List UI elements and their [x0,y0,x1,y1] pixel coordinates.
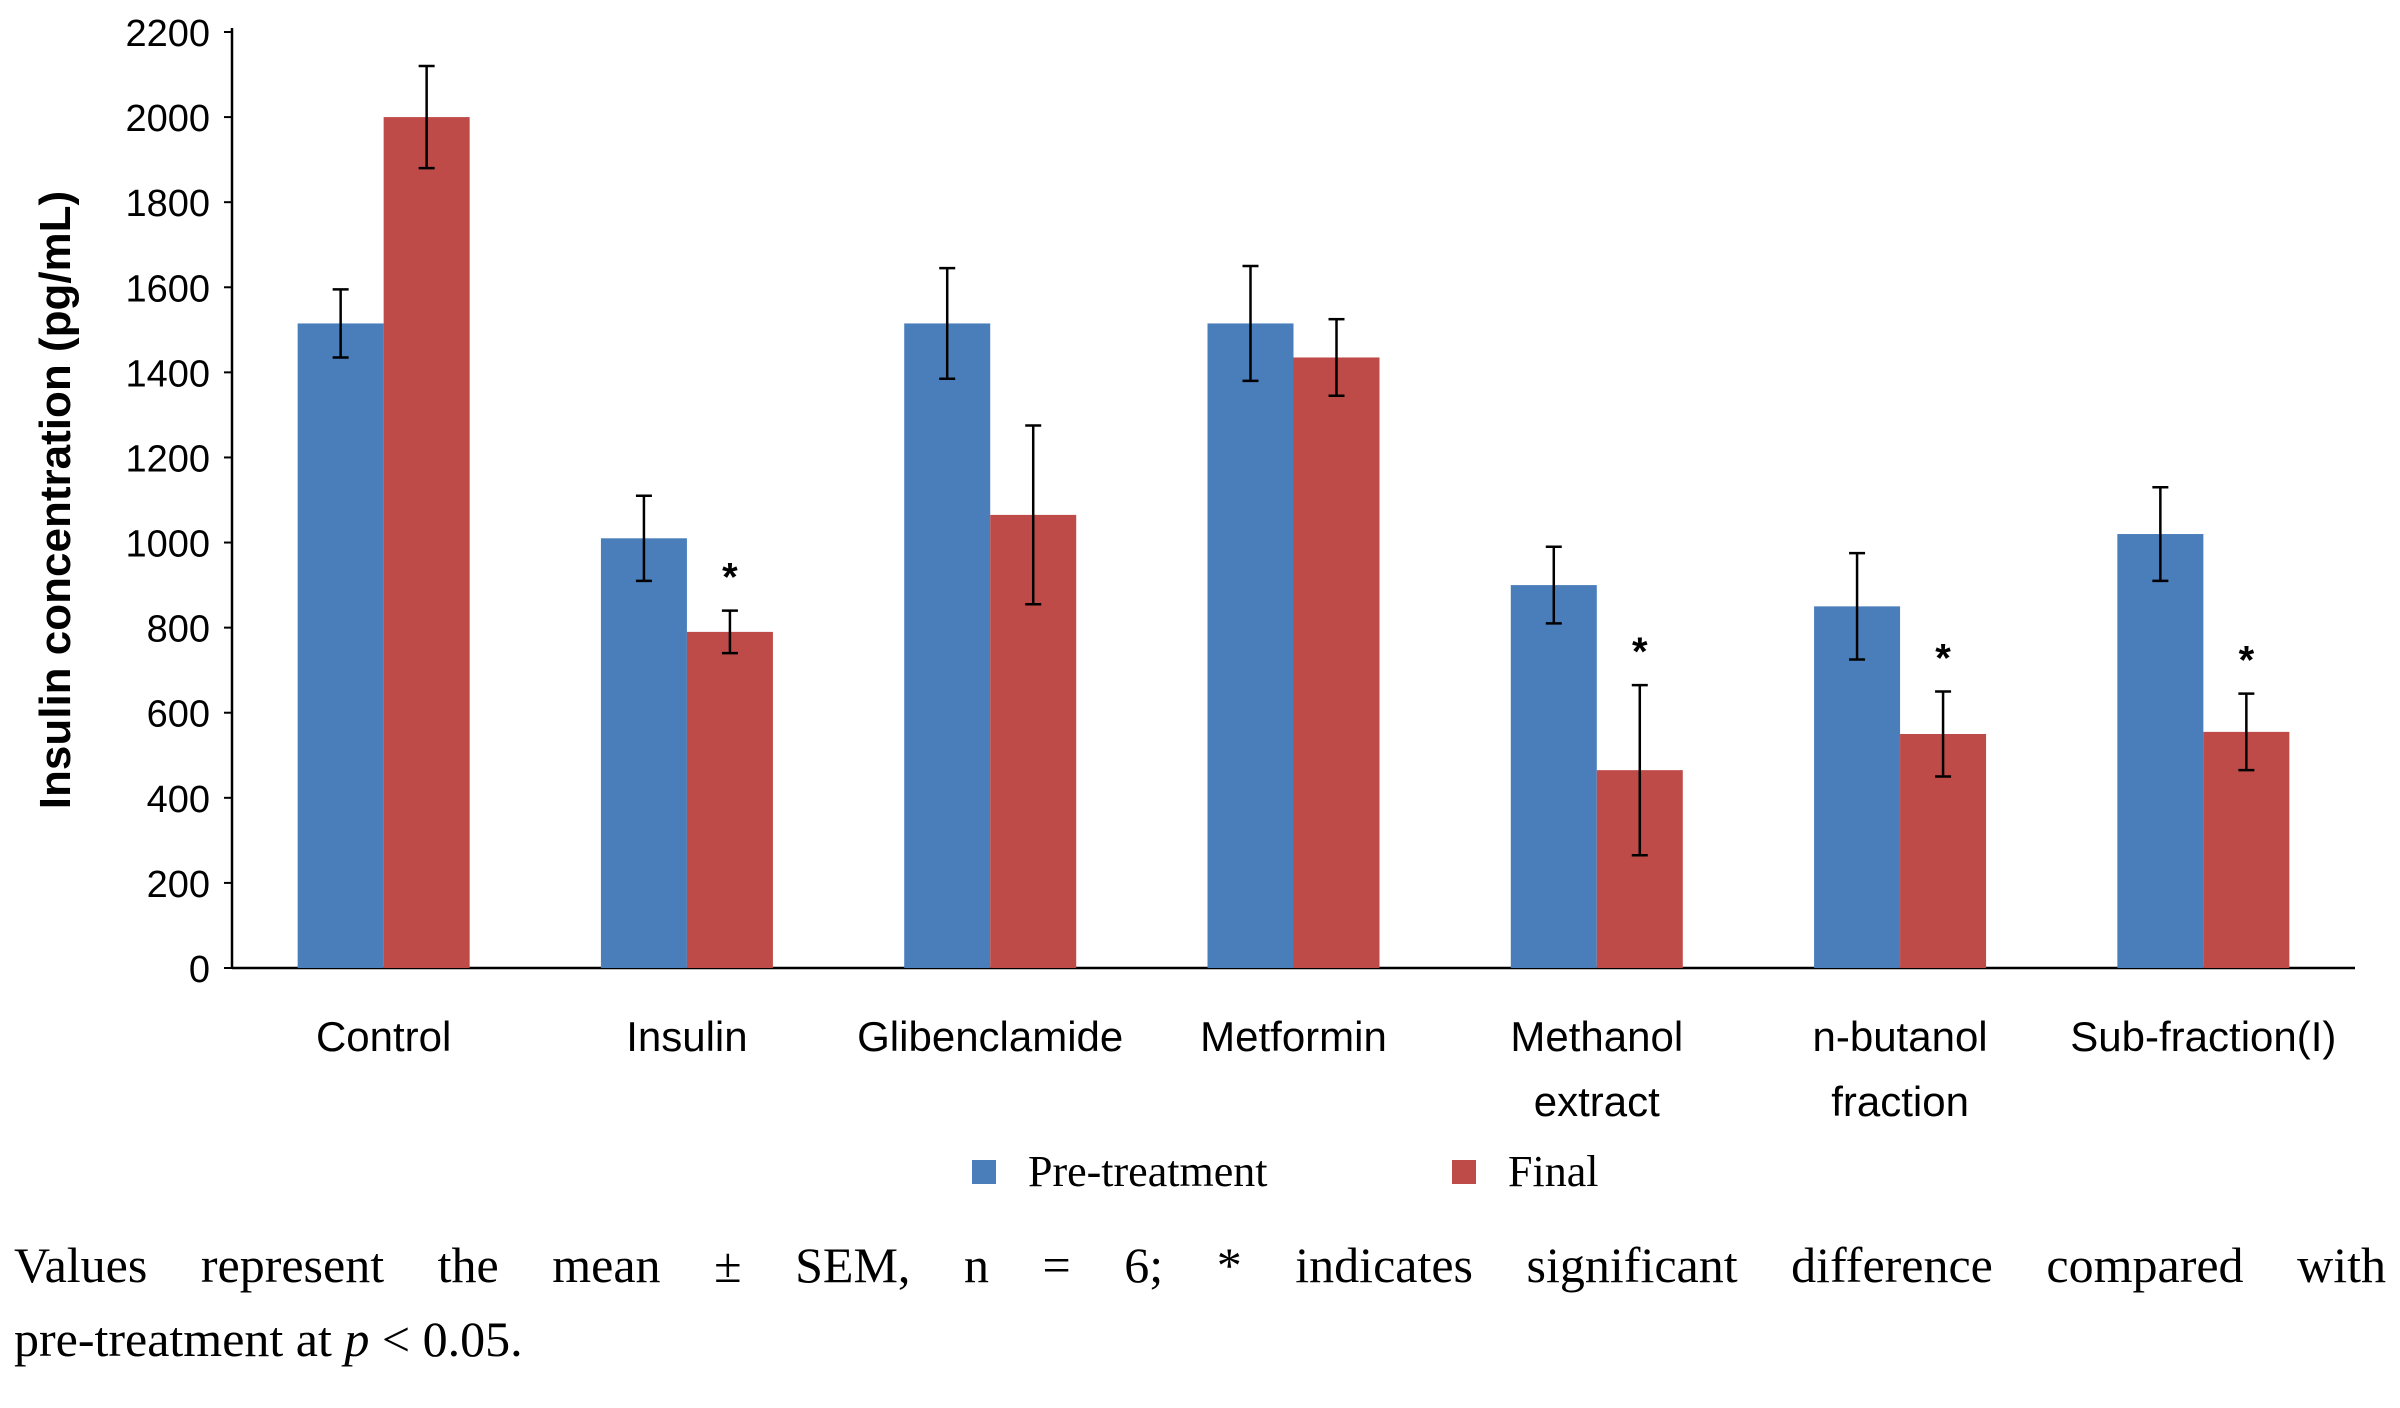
y-tick-label: 2200 [125,13,210,55]
bar-pre-treatment [904,323,991,968]
bar-final [1293,357,1380,968]
x-category-label: Sub-fraction(I) [2070,1013,2336,1060]
caption-line-2-prefix: pre-treatment at [14,1311,345,1367]
insulin-chart: 0 200 400 600 800 1000 1200 1400 1600 1800 2000 220… [31,13,2355,1196]
y-tick-label: 800 [147,609,210,651]
bar-pre-treatment [1207,323,1294,968]
y-tick-label: 1800 [125,183,210,225]
legend-label: Final [1508,1147,1598,1196]
y-tick-label: 1400 [125,353,210,395]
significance-marker: * [1632,630,1648,674]
x-category-label: Control [316,1013,451,1060]
caption-line-2-suffix: < 0.05. [369,1311,523,1367]
y-tick-label: 600 [147,694,210,736]
x-category-label: fraction [1831,1078,1969,1125]
chart-svg: 0 200 400 600 800 1000 1200 1400 1600 1800 2000 220… [31,13,2355,1196]
figure-caption: Values represent the mean ± SEM, n = 6; … [14,1228,2386,1376]
x-category-label: Glibenclamide [857,1013,1123,1060]
bar-pre-treatment [1510,585,1597,968]
x-category-label: Insulin [626,1013,747,1060]
bar-final [383,117,470,968]
y-tick-label: 1200 [125,438,210,480]
x-category-label: extract [1534,1078,1660,1125]
bar-final [686,631,773,968]
bar-pre-treatment [1814,606,1901,968]
bar-pre-treatment [600,538,687,968]
y-tick-label: 200 [147,864,210,906]
y-tick-label: 400 [147,779,210,821]
y-tick-label: 0 [189,949,210,991]
y-tick-label: 1600 [125,268,210,310]
legend-swatch-pre-treatment [972,1160,996,1184]
x-category-label: Methanol [1510,1013,1683,1060]
bar-pre-treatment [297,323,384,968]
legend-label: Pre-treatment [1028,1147,1267,1196]
significance-marker: * [1935,636,1951,680]
caption-p-variable: p [344,1311,370,1367]
caption-line-1: Values represent the mean ± SEM, n = 6; … [14,1237,2386,1293]
significance-marker: * [722,556,738,600]
x-category-label: Metformin [1200,1013,1387,1060]
y-axis-title: Insulin concentration (pg/mL) [31,191,80,809]
x-category-label: n-butanol [1813,1013,1988,1060]
significance-marker: * [2239,639,2255,683]
y-tick-label: 2000 [125,98,210,140]
caption-line-2: pre-treatment at p < 0.05. [14,1302,2386,1376]
legend-swatch-final [1452,1160,1476,1184]
y-tick-label: 1000 [125,524,210,566]
bar-pre-treatment [2117,534,2204,968]
